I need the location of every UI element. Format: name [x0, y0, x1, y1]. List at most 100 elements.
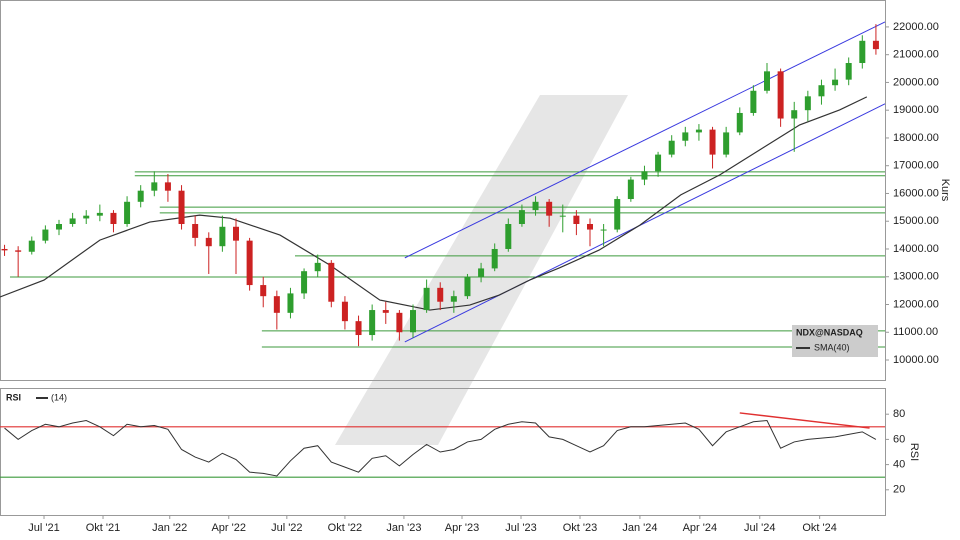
candle-body [178, 190, 185, 225]
candle-body [655, 154, 662, 172]
y-tick-label: 21000.00 [893, 49, 939, 61]
candle-body [124, 201, 131, 225]
candle-body [614, 199, 621, 230]
candle-body [341, 301, 348, 322]
y-tick-label: 17000.00 [893, 160, 939, 172]
candle-body [464, 276, 471, 297]
candle-body [559, 215, 566, 217]
legend-entry: RSI [6, 392, 21, 402]
candle-body [396, 312, 403, 333]
candle-body [818, 85, 825, 97]
y-tick-label: 14000.00 [893, 243, 939, 255]
trend-channel [404, 21, 886, 259]
rsi-panel [0, 388, 886, 516]
x-tick-label: Apr '22 [211, 522, 246, 534]
candle-body [723, 132, 730, 155]
candle-body [69, 218, 76, 225]
candle-body [682, 132, 689, 141]
candle-body [587, 224, 593, 230]
candle-body [777, 71, 784, 119]
candle-body [859, 40, 866, 64]
candle-body [709, 129, 716, 155]
y-tick-label: 20 [893, 484, 905, 496]
divergence-line [739, 412, 870, 429]
candle-body [532, 201, 539, 211]
candle-body [832, 79, 839, 86]
candle-body [518, 210, 525, 225]
y-tick-label: 19000.00 [893, 104, 939, 116]
y-tick-label: 80 [893, 408, 905, 420]
x-tick-label: Jul '21 [28, 522, 59, 534]
candle-body [410, 310, 416, 333]
x-tick-label: Apr '24 [683, 522, 718, 534]
legend-entry: SMA(40) [814, 342, 850, 352]
candle-body [491, 248, 498, 269]
y-tick-label: 60 [893, 433, 905, 445]
legend-entry: NDX@NASDAQ [796, 327, 863, 337]
x-tick-label: Apr '23 [445, 522, 480, 534]
candle-body [273, 296, 280, 313]
candle-body [260, 285, 267, 297]
y-tick-label: 13000.00 [893, 271, 939, 283]
candle-body [355, 321, 362, 336]
y-tick-label: 18000.00 [893, 132, 939, 144]
y-tick-label: 10000.00 [893, 354, 939, 366]
candle-body [42, 229, 49, 241]
y-axis-label: Kurs [939, 179, 951, 202]
rsi-line [4, 419, 877, 477]
candle-body [233, 226, 239, 241]
x-tick-label: Okt '24 [802, 522, 837, 534]
y-tick-label: 16000.00 [893, 187, 939, 199]
candle-body [56, 224, 62, 230]
y-tick-label: 11000.00 [893, 326, 938, 338]
y-tick-label: 12000.00 [893, 298, 939, 310]
candle-body [205, 237, 212, 247]
candle-body [505, 224, 512, 249]
candle-body [845, 63, 852, 80]
sma-line [0, 96, 868, 311]
candle-body [600, 229, 607, 231]
trend-channel [404, 103, 886, 343]
candle-body [423, 287, 430, 311]
candle-body [627, 179, 634, 200]
x-tick-label: Jan '23 [386, 522, 421, 534]
candle-body [369, 310, 376, 336]
x-tick-label: Jan '24 [622, 522, 657, 534]
candle-body [872, 40, 879, 50]
candle-body [151, 182, 158, 191]
price-panel [0, 0, 886, 381]
candle-body [764, 71, 770, 91]
y-axis-label: RSI [908, 443, 920, 461]
candle-body [96, 212, 103, 216]
x-tick-label: Jul '23 [505, 522, 536, 534]
candle-body [750, 90, 757, 113]
candle-body [382, 310, 389, 313]
x-tick-label: Okt '21 [86, 522, 121, 534]
candle-body [478, 268, 485, 277]
candle-body [28, 240, 35, 252]
x-tick-label: Okt '23 [563, 522, 598, 534]
candle-body [437, 287, 444, 302]
candle-body [301, 271, 308, 294]
x-tick-label: Okt '22 [328, 522, 363, 534]
y-tick-label: 22000.00 [893, 21, 939, 33]
candle-body [314, 262, 321, 272]
candle-body [328, 262, 335, 302]
legend-box [792, 325, 878, 357]
candle-body [695, 129, 702, 133]
candle-body [1, 248, 8, 251]
candle-body [668, 140, 675, 155]
candle-body [219, 226, 226, 247]
candle-body [83, 215, 90, 219]
x-tick-label: Jul '22 [271, 522, 302, 534]
candle-body [164, 182, 171, 191]
candle-body [804, 96, 811, 111]
candle-body [546, 201, 553, 216]
candle-body [791, 110, 798, 119]
candle-body [137, 190, 144, 202]
candle-body [15, 250, 22, 252]
legend-entry: (14) [51, 392, 67, 402]
x-tick-label: Jan '22 [152, 522, 187, 534]
candle-body [246, 240, 253, 286]
